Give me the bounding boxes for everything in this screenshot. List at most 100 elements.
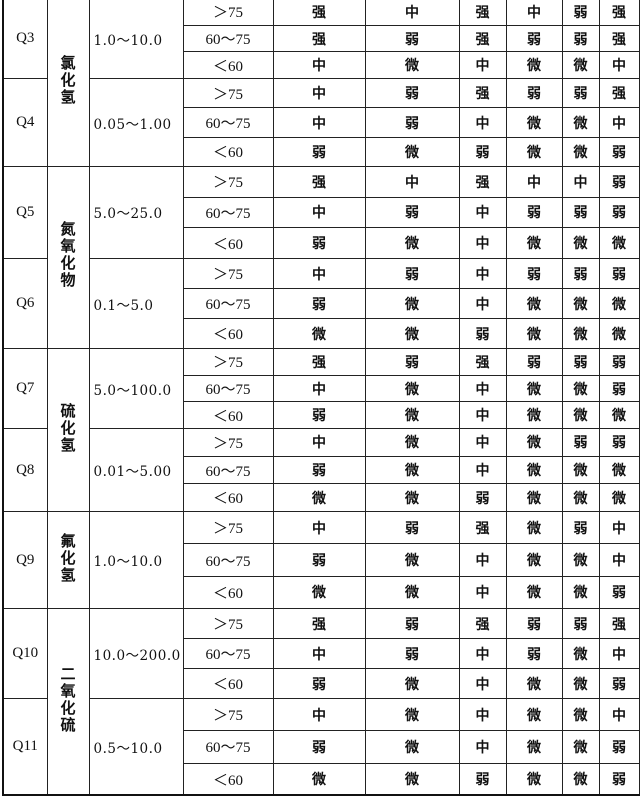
rating-cell: 中 xyxy=(458,730,507,764)
code-cell: Q6 xyxy=(2,258,48,350)
code-cell: Q5 xyxy=(2,165,48,260)
table-row: 60～75 强弱强弱弱强 xyxy=(3,24,640,53)
table-row: ＜60 弱微中微微微 xyxy=(3,401,640,430)
gas-name-cell: 硫化氢 xyxy=(46,348,90,513)
rating-cell: 中 xyxy=(458,638,507,670)
table-row: Q8 0.01～5.00 ＞75 中微中微弱弱 xyxy=(2,428,640,513)
code-cell: Q4 xyxy=(2,78,48,167)
rating-cell: 微 xyxy=(364,455,460,485)
rating-cell: 微 xyxy=(598,288,640,320)
rating-cell: 微 xyxy=(561,762,600,796)
rating-cell: 弱 xyxy=(272,455,366,485)
rating-cell: 强 xyxy=(598,608,640,640)
humidity-cell: 60～75 xyxy=(182,288,274,320)
rating-cell: 弱 xyxy=(561,24,600,53)
rating-cell: 弱 xyxy=(505,638,563,670)
rating-cell: 中 xyxy=(272,258,366,290)
humidity-cell: ＞75 xyxy=(182,165,274,198)
rating-cell: 微 xyxy=(561,374,600,403)
rating-cell: 微 xyxy=(364,136,460,167)
table-row: ＜60 弱微中微微微 xyxy=(3,227,640,260)
rating-cell: 弱 xyxy=(561,78,600,109)
rating-cell: 弱 xyxy=(364,348,460,376)
humidity-cell: ＞75 xyxy=(182,511,274,545)
rating-cell: 微 xyxy=(505,762,563,796)
rating-cell: 微 xyxy=(598,318,640,350)
rating-cell: 弱 xyxy=(272,730,366,764)
rating-cell: 弱 xyxy=(505,348,563,376)
table-row: Q4 0.05～1.00 ＞75 中弱强弱弱强 xyxy=(2,78,640,167)
rating-cell: 弱 xyxy=(272,136,366,167)
rating-cell: 微 xyxy=(598,455,640,485)
table-row: 60～75 中弱中弱弱弱 xyxy=(3,196,640,229)
humidity-cell: 60～75 xyxy=(182,543,274,577)
rating-cell: 弱 xyxy=(458,483,507,513)
humidity-cell: 60～75 xyxy=(182,730,274,764)
rating-cell: 中 xyxy=(458,51,507,80)
table-row: 60～75 弱微中微微微 xyxy=(3,288,640,320)
code-cell: Q8 xyxy=(2,428,48,513)
rating-cell: 微 xyxy=(561,638,600,670)
rating-cell: 微 xyxy=(364,318,460,350)
rating-cell: 微 xyxy=(505,374,563,403)
rating-cell: 弱 xyxy=(505,608,563,640)
concentration-range-cell: 0.5～10.0 xyxy=(88,698,184,796)
table-row: ＜60 微微弱微微微 xyxy=(3,318,640,350)
gas-name-cell: 氯化氢 xyxy=(46,0,90,167)
table-row: ＜60 微微弱微微弱 xyxy=(3,762,640,796)
concentration-range-cell: 5.0～100.0 xyxy=(88,348,184,430)
rating-cell: 弱 xyxy=(598,348,640,376)
rating-cell: 中 xyxy=(598,698,640,732)
rating-cell: 弱 xyxy=(598,374,640,403)
rating-cell: 弱 xyxy=(598,165,640,198)
gas-name: 二氧化硫 xyxy=(58,665,77,734)
rating-cell: 中 xyxy=(598,511,640,545)
rating-cell: 弱 xyxy=(505,24,563,53)
rating-cell: 弱 xyxy=(272,227,366,260)
humidity-cell: ＞75 xyxy=(182,78,274,109)
rating-cell: 弱 xyxy=(364,638,460,670)
concentration-range-cell: 1.0～10.0 xyxy=(88,0,184,80)
rating-cell: 强 xyxy=(598,0,640,26)
rating-cell: 弱 xyxy=(598,762,640,796)
rating-cell: 微 xyxy=(561,136,600,167)
rating-cell: 强 xyxy=(272,24,366,53)
rating-cell: 弱 xyxy=(561,258,600,290)
rating-cell: 微 xyxy=(364,730,460,764)
code-cell: Q3 xyxy=(2,0,48,80)
rating-cell: 中 xyxy=(458,196,507,229)
humidity-cell: ＞75 xyxy=(182,0,274,26)
table-row: Q9 氟化氢 1.0～10.0 ＞75 中弱强微弱中 xyxy=(2,511,640,610)
rating-cell: 微 xyxy=(561,543,600,577)
rating-cell: 微 xyxy=(598,483,640,513)
humidity-cell: ＜60 xyxy=(182,136,274,167)
rating-cell: 微 xyxy=(598,227,640,260)
rating-cell: 强 xyxy=(458,78,507,109)
table-row: ＜60 微微弱微微微 xyxy=(3,483,640,513)
table-row: ＜60 弱微弱微微弱 xyxy=(3,136,640,167)
rating-cell: 微 xyxy=(505,698,563,732)
rating-cell: 弱 xyxy=(598,575,640,610)
rating-cell: 中 xyxy=(561,165,600,198)
code-cell: Q7 xyxy=(2,348,48,430)
rating-cell: 中 xyxy=(598,51,640,80)
rating-cell: 微 xyxy=(505,107,563,138)
rating-cell: 弱 xyxy=(364,24,460,53)
humidity-cell: 60～75 xyxy=(182,196,274,229)
table-row: 60～75 弱微中微微中 xyxy=(3,543,640,577)
humidity-cell: ＞75 xyxy=(182,428,274,457)
rating-cell: 强 xyxy=(458,165,507,198)
rating-cell: 弱 xyxy=(364,511,460,545)
rating-cell: 中 xyxy=(458,374,507,403)
rating-cell: 中 xyxy=(272,51,366,80)
rating-cell: 强 xyxy=(272,608,366,640)
rating-cell: 中 xyxy=(272,428,366,457)
humidity-cell: ＞75 xyxy=(182,258,274,290)
table-row: Q6 0.1～5.0 ＞75 中弱中弱弱弱 xyxy=(2,258,640,350)
rating-cell: 弱 xyxy=(364,107,460,138)
rating-cell: 中 xyxy=(458,575,507,610)
rating-cell: 中 xyxy=(272,698,366,732)
rating-cell: 中 xyxy=(458,227,507,260)
rating-cell: 微 xyxy=(561,483,600,513)
gas-name: 氮氧化物 xyxy=(58,221,77,290)
